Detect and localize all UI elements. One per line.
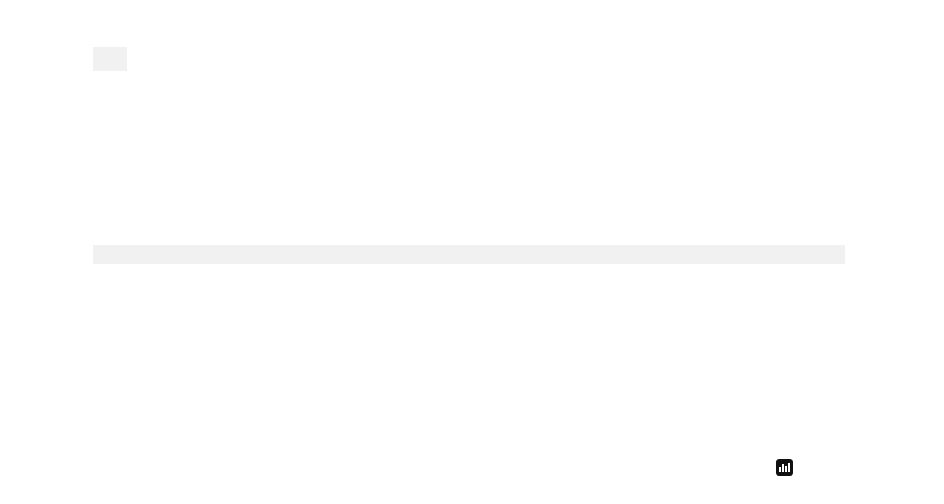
legend-swatch-icon [100,55,109,64]
bloomberg-logo-icon [776,459,793,476]
legend-bottom [93,245,845,264]
legend-top [93,47,127,71]
brand [770,459,793,476]
